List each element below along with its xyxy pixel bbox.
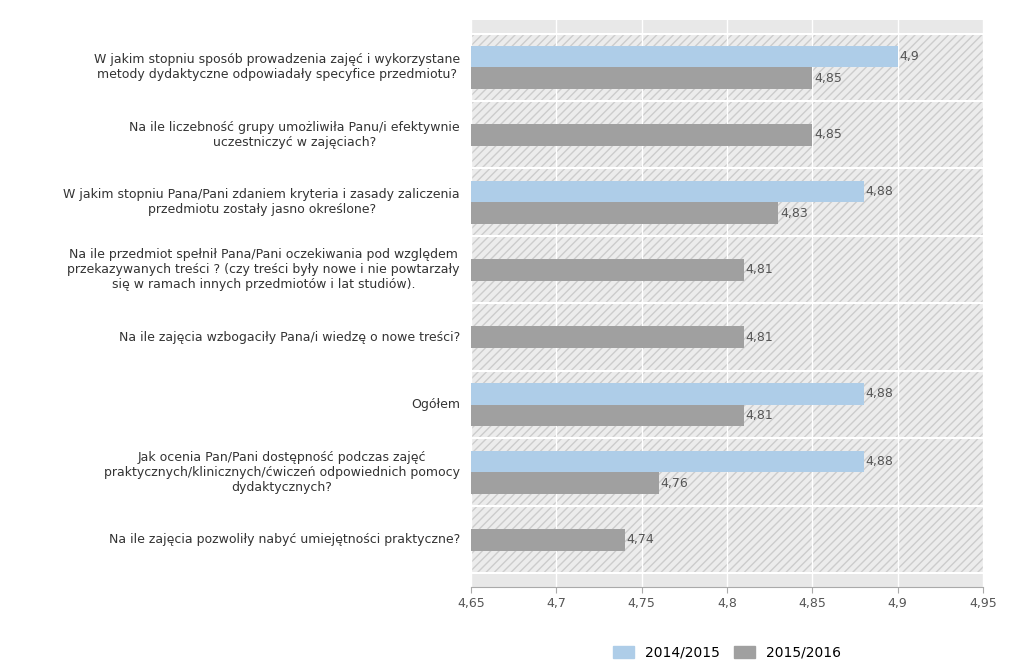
Text: Jak ocenia Pan/Pani dostępność podczas zajęć
praktycznych/klinicznych/ćwiczeń od: Jak ocenia Pan/Pani dostępność podczas z…: [103, 451, 460, 494]
Text: 4,81: 4,81: [745, 331, 773, 344]
Text: Na ile zajęcia wzbogaciły Pana/i wiedzę o nowe treści?: Na ile zajęcia wzbogaciły Pana/i wiedzę …: [119, 331, 460, 344]
Text: 4,88: 4,88: [865, 455, 893, 468]
Legend: 2014/2015, 2015/2016: 2014/2015, 2015/2016: [607, 640, 847, 665]
Text: Na ile liczebność grupy umożliwiła Panu/i efektywnie
uczestniczyć w zajęciach?: Na ile liczebność grupy umożliwiła Panu/…: [129, 121, 460, 149]
Text: W jakim stopniu sposób prowadzenia zajęć i wykorzystane
metody dydaktyczne odpow: W jakim stopniu sposób prowadzenia zajęć…: [94, 53, 460, 81]
Bar: [471, 326, 744, 348]
Text: 4,85: 4,85: [814, 128, 842, 141]
Text: 4,81: 4,81: [745, 409, 773, 422]
Text: Na ile przedmiot spełnił Pana/Pani oczekiwania pod względem
przekazywanych treśc: Na ile przedmiot spełnił Pana/Pani oczek…: [68, 248, 460, 291]
Bar: [471, 472, 658, 494]
Bar: [471, 181, 863, 202]
Bar: [471, 124, 812, 145]
Bar: [471, 383, 863, 405]
Text: 4,76: 4,76: [660, 476, 688, 490]
Text: Ogółem: Ogółem: [411, 398, 460, 412]
Text: 4,88: 4,88: [865, 185, 893, 198]
Text: 4,81: 4,81: [745, 263, 773, 276]
Bar: [471, 259, 744, 281]
Bar: [471, 451, 863, 472]
Text: W jakim stopniu Pana/Pani zdaniem kryteria i zasady zaliczenia
przedmiotu został: W jakim stopniu Pana/Pani zdaniem kryter…: [63, 188, 460, 216]
Bar: [471, 405, 744, 426]
Text: Na ile zajęcia pozwoliły nabyć umiejętności praktyczne?: Na ile zajęcia pozwoliły nabyć umiejętno…: [109, 533, 460, 546]
Text: 4,85: 4,85: [814, 71, 842, 85]
Text: 4,9: 4,9: [899, 50, 920, 63]
Bar: [471, 45, 898, 67]
Text: 4,88: 4,88: [865, 388, 893, 400]
Bar: [471, 202, 778, 224]
Bar: [471, 67, 812, 89]
Text: 4,74: 4,74: [627, 533, 654, 546]
Text: 4,83: 4,83: [780, 207, 808, 219]
Bar: [471, 529, 625, 550]
